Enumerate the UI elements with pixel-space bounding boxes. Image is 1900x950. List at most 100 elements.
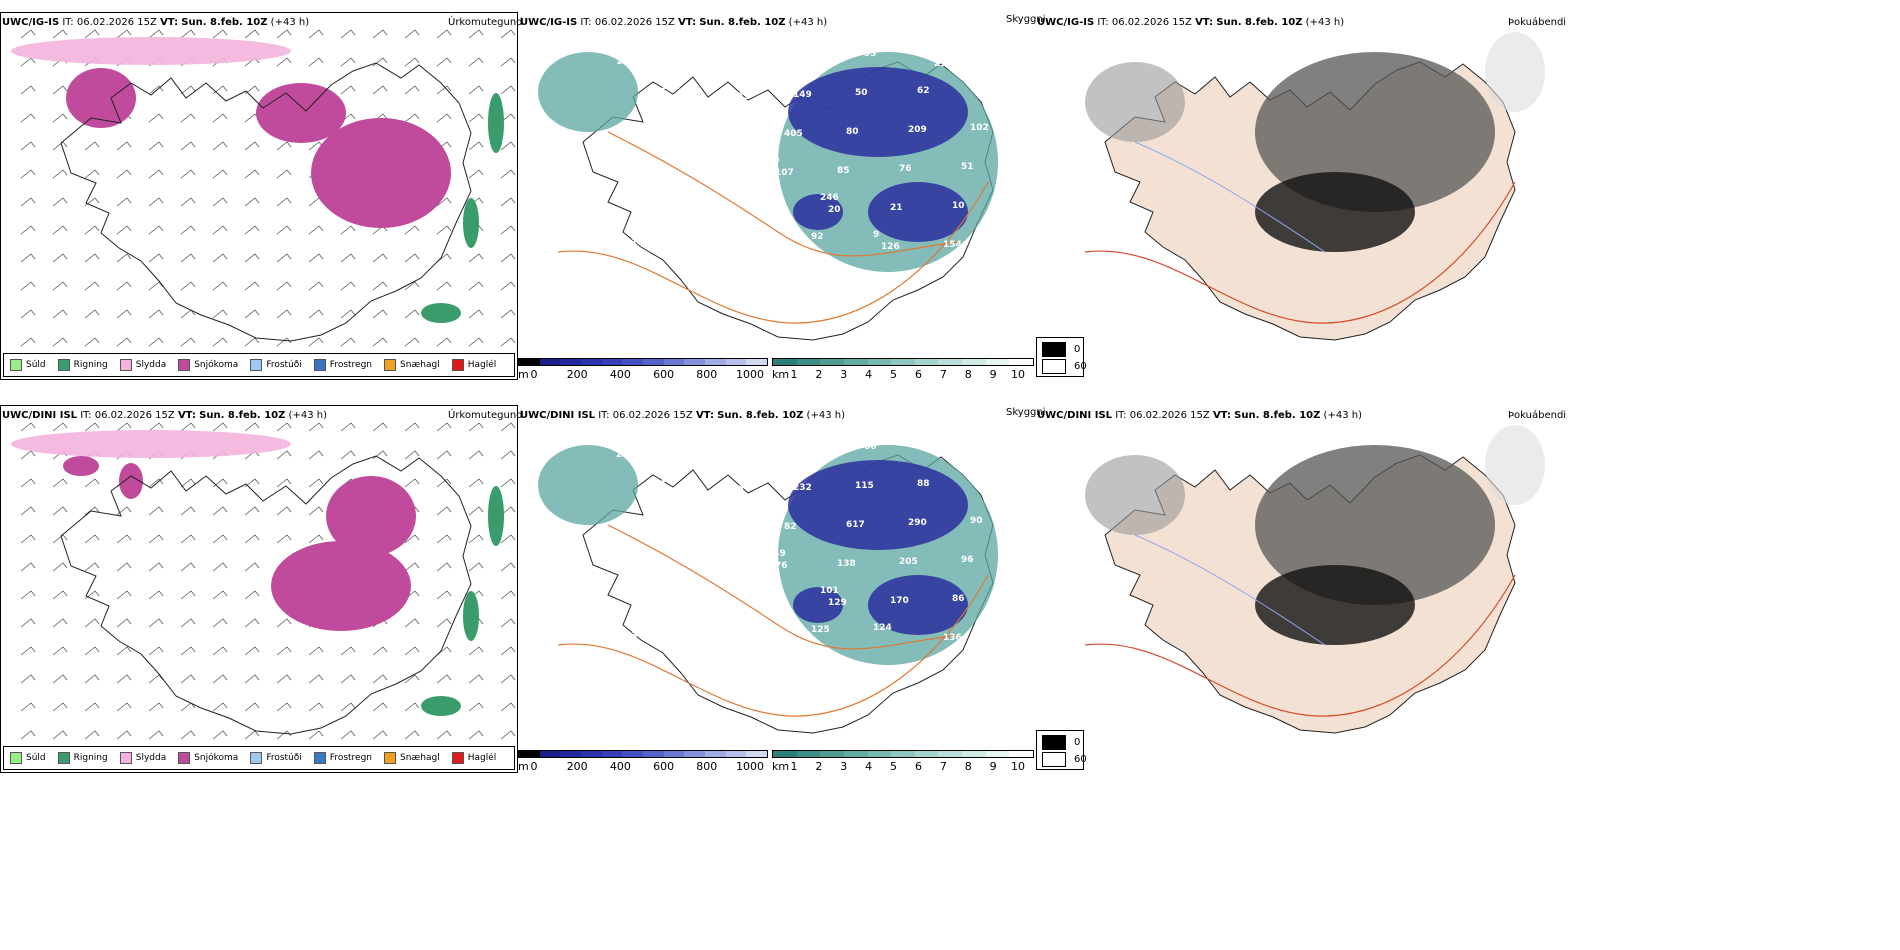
wind-barb xyxy=(20,590,36,600)
road-network xyxy=(557,574,989,717)
wind-barb xyxy=(148,562,164,572)
snowfall-area xyxy=(271,541,411,631)
wind-barb xyxy=(180,674,196,684)
legend-swatch xyxy=(250,752,263,764)
it-label: IT: xyxy=(1097,17,1109,28)
wind-barb xyxy=(244,534,260,544)
wind-barb xyxy=(436,618,452,628)
wind-barb xyxy=(20,309,36,319)
wind-barb xyxy=(52,29,68,39)
wind-barb xyxy=(468,169,484,179)
cloud-height-label: 58 xyxy=(749,234,762,244)
vt-label: VT: xyxy=(678,17,697,28)
legend-swatch xyxy=(313,359,326,371)
wind-barb xyxy=(180,225,196,235)
cloud-height-label: 154 xyxy=(943,240,962,250)
cloud-height-label: 290 xyxy=(908,518,927,528)
wind-barb xyxy=(244,478,260,488)
fog-title-bar-row2: UWC/DINI ISL IT: 06.02.2026 15Z VT: Sun.… xyxy=(1037,410,1362,421)
wind-barb xyxy=(308,702,324,712)
fog-legend-swatch xyxy=(1042,342,1066,357)
wind-barb xyxy=(404,702,420,712)
wind-barb xyxy=(340,85,356,95)
fog-legend-value: 0 xyxy=(1074,737,1081,748)
cloud-height-label: 205 xyxy=(643,553,662,563)
legend-swatch xyxy=(384,752,397,764)
wind-barb xyxy=(500,253,516,263)
cloud-height-label: 120 xyxy=(652,514,671,524)
wind-barb xyxy=(308,225,324,235)
wind-barb xyxy=(500,702,516,712)
colorbar-segment xyxy=(985,359,1010,365)
wind-barb xyxy=(180,730,196,740)
colorbar-segment xyxy=(581,751,602,757)
model-name: UWC/IG-IS xyxy=(1037,17,1095,28)
wind-barb xyxy=(84,562,100,572)
cloud-height-colorbar: m 0 200 400 600 800 1000 xyxy=(518,750,768,774)
wind-barb xyxy=(148,29,164,39)
vt-label: VT: xyxy=(160,17,179,28)
wind-barb xyxy=(52,141,68,151)
wind-barb xyxy=(468,450,484,460)
wind-barb xyxy=(116,197,132,207)
cloud-height-label: 80 xyxy=(731,485,744,495)
colorbar-unit: m xyxy=(518,760,529,773)
wind-barb xyxy=(436,29,452,39)
wind-barb xyxy=(20,253,36,263)
wind-barb xyxy=(276,253,292,263)
cloud-height-label: 89 xyxy=(979,84,992,94)
wind-barb xyxy=(52,590,68,600)
wind-barb xyxy=(212,141,228,151)
precip-title-bar-row1: UWC/IG-IS IT: 06.02.2026 15Z VT: Sun. 8.… xyxy=(2,17,309,28)
legend-swatch xyxy=(313,752,326,764)
cloud-height-label: 95 xyxy=(766,207,779,217)
colorbar-tick: 6 xyxy=(914,760,922,773)
fog-legend-swatch xyxy=(1042,359,1066,374)
wind-barb xyxy=(468,422,484,432)
colorbar-tick: 200 xyxy=(566,760,588,773)
wind-barb xyxy=(244,281,260,291)
wind-barb xyxy=(468,253,484,263)
wind-barb xyxy=(84,618,100,628)
wind-barb xyxy=(276,450,292,460)
legend-item: Frostregn xyxy=(313,752,372,764)
colorbar-tick: 600 xyxy=(653,760,675,773)
cloud-height-label: 92 xyxy=(811,232,824,242)
wind-barb xyxy=(276,730,292,740)
wind-barb xyxy=(500,730,516,740)
wind-barb xyxy=(372,422,388,432)
wind-barb xyxy=(212,309,228,319)
wind-barb xyxy=(84,422,100,432)
fog-legend-value: 0 xyxy=(1074,344,1081,355)
wind-barb xyxy=(212,534,228,544)
fog-legend-swatch xyxy=(1042,735,1066,750)
wind-barb xyxy=(20,534,36,544)
wind-barb xyxy=(436,730,452,740)
wind-barb xyxy=(436,646,452,656)
colorbar-segment xyxy=(985,751,1010,757)
colorbar-tick: 9 xyxy=(989,368,997,381)
legend-label: Snæhagl xyxy=(400,753,440,763)
wind-barb xyxy=(276,618,292,628)
cloud-height-label: 102 xyxy=(970,123,989,133)
iceland-outline xyxy=(60,62,472,342)
wind-barb xyxy=(52,309,68,319)
legend-label: Slydda xyxy=(135,753,167,763)
wind-barb xyxy=(20,506,36,516)
colorbar-segment xyxy=(746,359,768,365)
wind-barb xyxy=(404,253,420,263)
wind-barb xyxy=(244,590,260,600)
low-cloud-area xyxy=(868,182,968,242)
colorbar-segment xyxy=(725,751,747,757)
wind-barb xyxy=(500,57,516,67)
wind-barb xyxy=(52,197,68,207)
wind-barb xyxy=(244,730,260,740)
cloud-height-label: 129 xyxy=(828,598,847,608)
wind-barb xyxy=(116,29,132,39)
colorbar-tick: 400 xyxy=(609,760,631,773)
wind-barb xyxy=(244,702,260,712)
wind-barb xyxy=(20,197,36,207)
wind-barb xyxy=(500,618,516,628)
colorbar-tick: 5 xyxy=(890,760,898,773)
cloud-height-label: 50 xyxy=(855,88,868,98)
